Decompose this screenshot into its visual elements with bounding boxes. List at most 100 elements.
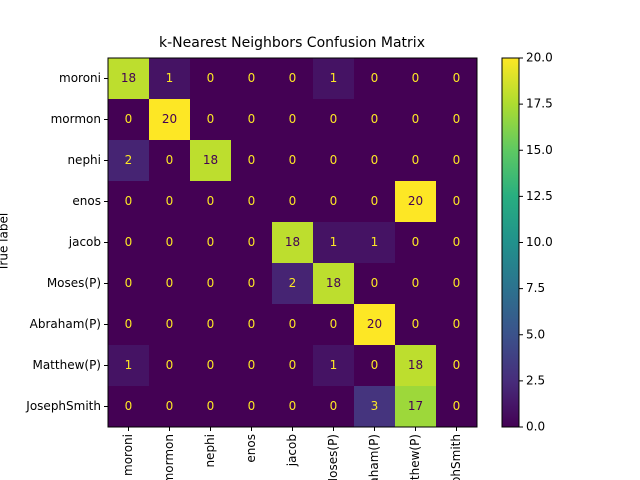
cell-label: 0 — [289, 112, 297, 126]
cell-label: 0 — [289, 153, 297, 167]
heatmap-cell — [272, 304, 314, 346]
heatmap-cell — [272, 386, 314, 428]
heatmap-cell — [436, 99, 478, 141]
cell-label: 1 — [330, 235, 338, 249]
cell-label: 20 — [367, 317, 382, 331]
cell-label: 0 — [166, 235, 174, 249]
heatmap-cell — [436, 140, 478, 182]
x-tick-label: Moses(P) — [326, 434, 340, 480]
heatmap-cell — [231, 345, 273, 387]
heatmap-cell — [190, 99, 232, 141]
heatmap-cell — [149, 345, 191, 387]
heatmap-cell — [231, 304, 273, 346]
x-tick-label: nephi — [203, 434, 217, 468]
cell-label: 0 — [371, 358, 379, 372]
cell-label: 0 — [125, 235, 133, 249]
cell-label: 18 — [408, 358, 423, 372]
colorbar-tick-label: 0.0 — [526, 420, 545, 434]
cell-label: 0 — [371, 153, 379, 167]
cell-label: 0 — [207, 194, 215, 208]
heatmap-cell — [190, 386, 232, 428]
heatmap-cell — [395, 181, 437, 223]
x-tick-label: JosephSmith — [449, 434, 463, 480]
heatmap-cell — [272, 140, 314, 182]
cell-label: 0 — [248, 71, 256, 85]
x-tick-label: Abraham(P) — [367, 434, 381, 480]
y-tick-label: JosephSmith — [25, 399, 101, 413]
heatmap-cell — [313, 58, 355, 100]
y-tick-label: Moses(P) — [47, 276, 101, 290]
heatmap-cell — [313, 181, 355, 223]
cell-label: 17 — [408, 399, 423, 413]
heatmap-cell — [395, 58, 437, 100]
cell-label: 0 — [412, 71, 420, 85]
heatmap-cell — [395, 386, 437, 428]
heatmap-cell — [354, 58, 396, 100]
cell-label: 0 — [453, 153, 461, 167]
heatmap-cell — [313, 140, 355, 182]
colorbar — [501, 57, 520, 428]
colorbar-tick-label: 7.5 — [526, 281, 545, 295]
cell-label: 3 — [371, 399, 379, 413]
cell-label: 1 — [125, 358, 133, 372]
heatmap-cell — [149, 140, 191, 182]
heatmap-cell — [149, 99, 191, 141]
cell-label: 0 — [166, 399, 174, 413]
cell-label: 0 — [125, 399, 133, 413]
cell-label: 0 — [330, 112, 338, 126]
colorbar-tick-label: 5.0 — [526, 327, 545, 341]
heatmap-cell — [395, 222, 437, 264]
cell-label: 0 — [207, 317, 215, 331]
cell-label: 0 — [412, 276, 420, 290]
heatmap-cell — [436, 181, 478, 223]
heatmap-cell — [231, 263, 273, 305]
cell-label: 0 — [166, 358, 174, 372]
y-tick-label: Abraham(P) — [30, 317, 101, 331]
y-tick-label: enos — [72, 194, 101, 208]
cell-label: 0 — [207, 399, 215, 413]
y-tick-label: moroni — [59, 71, 101, 85]
cell-label: 0 — [248, 153, 256, 167]
cell-label: 0 — [453, 194, 461, 208]
cell-label: 0 — [207, 71, 215, 85]
cell-label: 0 — [453, 317, 461, 331]
heatmap-cell — [395, 140, 437, 182]
cell-label: 0 — [330, 194, 338, 208]
cell-label: 0 — [453, 235, 461, 249]
heatmap-cell — [108, 99, 150, 141]
heatmap-cell — [395, 345, 437, 387]
x-tick-label: moroni — [121, 434, 135, 476]
y-tick-label: Matthew(P) — [32, 358, 101, 372]
cell-label: 0 — [412, 235, 420, 249]
heatmap-cell — [313, 263, 355, 305]
colorbar-tick-label: 20.0 — [526, 51, 553, 65]
x-tick-label: mormon — [162, 434, 176, 480]
cell-label: 1 — [330, 71, 338, 85]
cell-label: 0 — [289, 358, 297, 372]
chart-title: k-Nearest Neighbors Confusion Matrix — [159, 35, 425, 51]
heatmap-cell — [108, 181, 150, 223]
heatmap-cell — [313, 345, 355, 387]
cell-label: 18 — [203, 153, 218, 167]
cell-label: 0 — [125, 317, 133, 331]
heatmap-cell — [354, 99, 396, 141]
cell-label: 0 — [453, 276, 461, 290]
cell-label: 18 — [285, 235, 300, 249]
heatmap-cell — [108, 345, 150, 387]
cell-label: 0 — [207, 112, 215, 126]
cell-label: 0 — [453, 71, 461, 85]
x-tick-label: Matthew(P) — [408, 434, 422, 480]
cell-label: 1 — [371, 235, 379, 249]
colorbar-tick-label: 17.5 — [526, 97, 553, 111]
heatmap-cell — [354, 263, 396, 305]
heatmap-cell — [436, 304, 478, 346]
cell-label: 0 — [248, 276, 256, 290]
heatmap-cell — [272, 181, 314, 223]
cell-label: 0 — [289, 399, 297, 413]
heatmap-cell — [354, 386, 396, 428]
colorbar-tick-label: 12.5 — [526, 189, 553, 203]
cell-label: 0 — [371, 276, 379, 290]
heatmap-cell — [149, 263, 191, 305]
cell-label: 18 — [121, 71, 136, 85]
